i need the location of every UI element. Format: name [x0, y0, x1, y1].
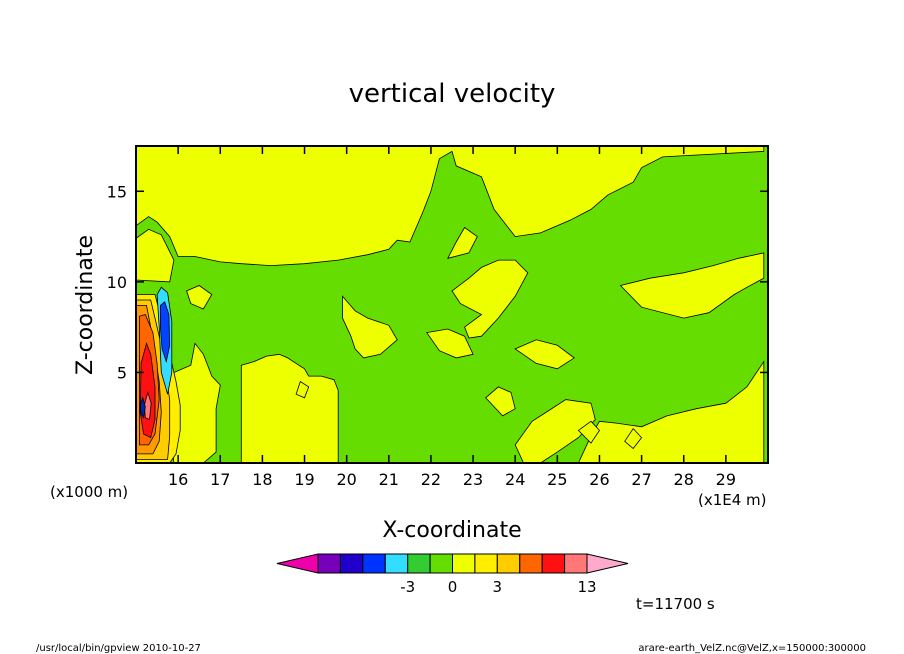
x-tick-label: 28 — [674, 470, 694, 489]
colorbar-box — [317, 553, 341, 574]
x-tick-label: 16 — [168, 470, 188, 489]
colorbar-box — [519, 553, 543, 574]
colorbar-box — [496, 553, 521, 574]
colorbar-arrow-right — [586, 553, 629, 574]
x-tick-label: 18 — [252, 470, 272, 489]
colorbar — [276, 553, 629, 574]
x-unit-left: (x1000 m) — [50, 483, 128, 501]
y-tick-label: 5 — [117, 363, 127, 382]
colorbar-label: 13 — [577, 578, 596, 596]
chart-title: vertical velocity — [349, 79, 556, 109]
contour-region-level-positive_small-6 — [447, 226, 478, 259]
contour-region-level--2-0 — [159, 301, 171, 364]
colorbar-label: 0 — [448, 578, 458, 596]
y-axis-label: Z-coordinate — [73, 235, 98, 375]
y-axis: 5 10 15 — [107, 182, 768, 382]
x-tick-label: 24 — [505, 470, 525, 489]
x-tick-label: 29 — [716, 470, 736, 489]
colorbar-box — [541, 553, 566, 574]
colorbar-arrow-left — [276, 553, 319, 574]
contour-region-level-positive_small-16 — [295, 380, 310, 399]
contour-region-level-positive_small-1 — [136, 228, 175, 283]
colorbar-box — [564, 553, 588, 574]
contour-regions — [136, 146, 765, 463]
colorbar-label: 3 — [493, 578, 503, 596]
footer-right: arare-earth_VelZ.nc@VelZ,x=150000:300000 — [638, 643, 866, 654]
x-tick-label: 23 — [463, 470, 483, 489]
x-axis: 16 17 18 19 20 21 22 23 24 25 26 27 28 29 — [168, 146, 736, 489]
colorbar-box — [429, 553, 454, 574]
x-tick-label: 20 — [336, 470, 356, 489]
colorbar-box — [384, 553, 409, 574]
x-axis-label: X-coordinate — [382, 518, 521, 543]
time-label: t=11700 s — [636, 595, 715, 613]
y-tick-label: 15 — [107, 182, 127, 201]
x-tick-label: 25 — [547, 470, 567, 489]
contour-region-level-positive_small-9 — [426, 328, 474, 359]
y-tick-label: 10 — [107, 273, 127, 292]
colorbar-box — [362, 553, 386, 574]
plot-frame — [135, 145, 769, 464]
x-tick-label: 27 — [631, 470, 651, 489]
contour-region-level-positive_small-2 — [619, 252, 765, 319]
plot-area — [135, 145, 769, 464]
contour-region-level-positive_small-5 — [451, 259, 529, 339]
contour-region-level--3-0 — [139, 396, 146, 419]
contour-region-level-positive_small-3 — [240, 353, 339, 463]
x-tick-label: 22 — [421, 470, 441, 489]
contour-region-level-11-0 — [143, 390, 152, 421]
x-unit-right: (x1E4 m) — [698, 491, 767, 509]
contour-region-level-positive_small-14 — [577, 420, 601, 444]
x-tick-label: 26 — [589, 470, 609, 489]
x-tick-label: 19 — [294, 470, 314, 489]
colorbar-box — [339, 553, 364, 574]
x-tick-label: 17 — [210, 470, 230, 489]
contour-region-level-positive_small-4 — [342, 295, 398, 359]
colorbar-box — [407, 553, 431, 574]
colorbar-labels: -3 0 3 13 — [400, 578, 596, 596]
contour-region-level-positive_small-8 — [514, 399, 596, 463]
contour-region-level-positive_small-0 — [136, 146, 765, 267]
contour-region-level-positive_small-13 — [186, 285, 213, 310]
colorbar-box — [452, 553, 476, 574]
contour-region-level-positive_small-15 — [624, 427, 643, 450]
contour-region-level-positive_small-11 — [485, 386, 516, 417]
footer-left: /usr/local/bin/gpview 2010-10-27 — [36, 643, 201, 654]
colorbar-box — [474, 553, 498, 574]
x-tick-label: 21 — [379, 470, 399, 489]
contour-region-level-positive_small-10 — [514, 339, 575, 370]
colorbar-label: -3 — [400, 578, 415, 596]
